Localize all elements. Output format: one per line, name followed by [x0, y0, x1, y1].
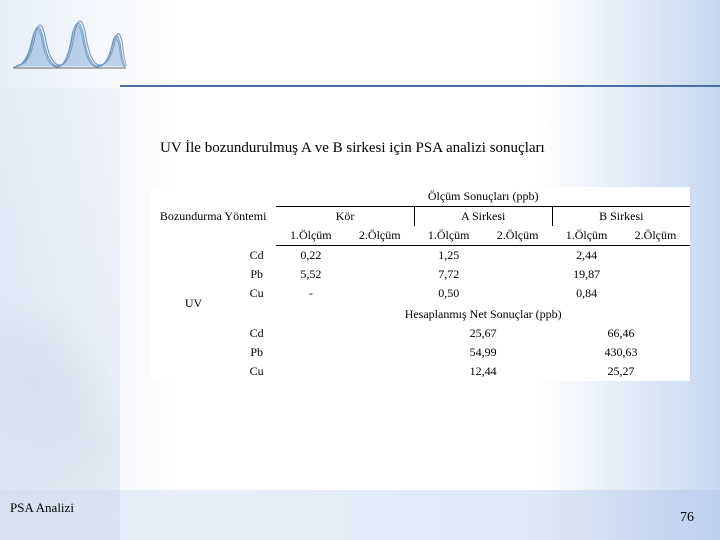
- elem-label: Cd: [237, 324, 276, 343]
- net-subheader: Hesaplanmış Net Sonuçlar (ppb): [276, 303, 690, 324]
- cell: [621, 265, 690, 284]
- elem-label: Cu: [237, 284, 276, 303]
- cell: 0,50: [414, 284, 483, 303]
- results-table: Bozundurma Yöntemi Ölçüm Sonuçları (ppb)…: [150, 187, 690, 381]
- cell: 2,44: [552, 246, 621, 266]
- cell: [483, 246, 552, 266]
- cell: [621, 246, 690, 266]
- sample-b: B Sirkesi: [552, 207, 690, 227]
- table-row: UV Cd 0,22 1,25 2,44: [150, 246, 690, 266]
- meas-5: 1.Ölçüm: [552, 226, 621, 246]
- footer-label: PSA Analizi: [10, 500, 74, 516]
- cell: [483, 284, 552, 303]
- spectral-logo: [8, 8, 128, 78]
- cell: [345, 284, 414, 303]
- meas-3: 1.Ölçüm: [414, 226, 483, 246]
- cell: 54,99: [414, 343, 552, 362]
- elem-label: Cd: [237, 246, 276, 266]
- bottom-gradient: [0, 490, 720, 540]
- cell: 12,44: [414, 362, 552, 381]
- cell: 25,67: [414, 324, 552, 343]
- sample-a: A Sirkesi: [414, 207, 552, 227]
- results-header: Ölçüm Sonuçları (ppb): [276, 187, 690, 207]
- method-header: Bozundurma Yöntemi: [150, 187, 276, 246]
- cell: 66,46: [552, 324, 690, 343]
- content-area: UV İle bozundurulmuş A ve B sirkesi için…: [120, 100, 700, 480]
- meas-4: 2.Ölçüm: [483, 226, 552, 246]
- page-number: 76: [680, 510, 694, 526]
- cell: 0,22: [276, 246, 345, 266]
- cell: 0,84: [552, 284, 621, 303]
- cell: 5,52: [276, 265, 345, 284]
- meas-6: 2.Ölçüm: [621, 226, 690, 246]
- slide-title: UV İle bozundurulmuş A ve B sirkesi için…: [160, 140, 700, 157]
- cell: 19,87: [552, 265, 621, 284]
- meas-2: 2.Ölçüm: [345, 226, 414, 246]
- cell: 430,63: [552, 343, 690, 362]
- cell: 7,72: [414, 265, 483, 284]
- table-row: Cu 12,44 25,27: [150, 362, 690, 381]
- header-divider: [120, 85, 720, 87]
- meas-1: 1.Ölçüm: [276, 226, 345, 246]
- elem-label: Pb: [237, 343, 276, 362]
- cell: 1,25: [414, 246, 483, 266]
- cell: [483, 265, 552, 284]
- cell: 25,27: [552, 362, 690, 381]
- sample-kor: Kör: [276, 207, 414, 227]
- cell: [345, 246, 414, 266]
- method-uv: UV: [150, 246, 237, 363]
- left-decorative-strip: [0, 88, 120, 540]
- cell: -: [276, 284, 345, 303]
- elem-label: Cu: [237, 362, 276, 381]
- cell: [621, 284, 690, 303]
- cell: [345, 265, 414, 284]
- elem-label: Pb: [237, 265, 276, 284]
